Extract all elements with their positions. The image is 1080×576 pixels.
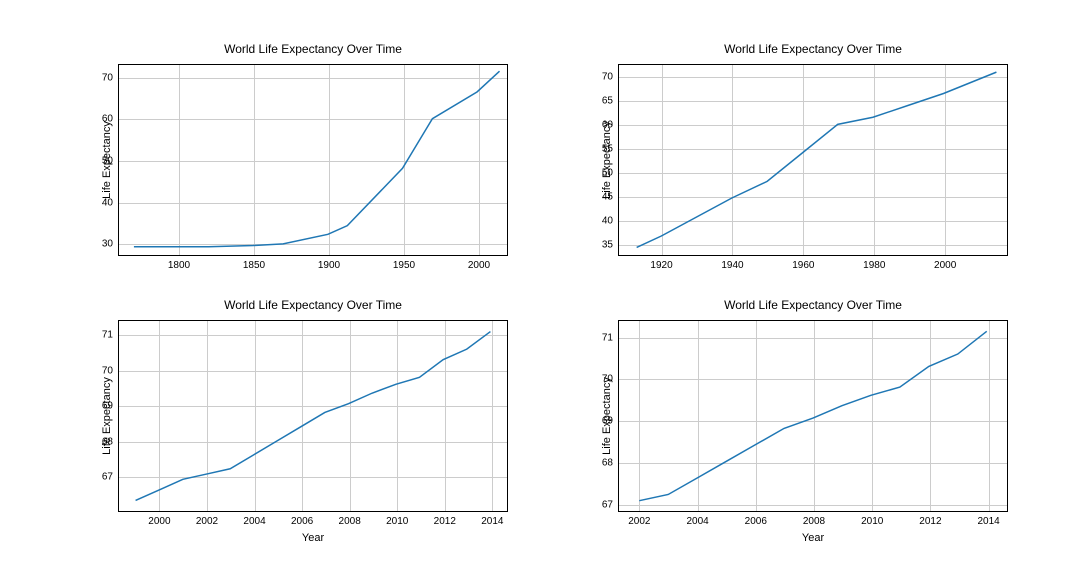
- x-tick-label: 2006: [291, 516, 313, 527]
- y-axis-label: Life Expectancy: [601, 121, 613, 199]
- x-tick-label: 2008: [339, 516, 361, 527]
- x-tick-label: 1900: [318, 260, 340, 271]
- chart-title: World Life Expectancy Over Time: [618, 298, 1008, 312]
- x-tick-label: 2002: [196, 516, 218, 527]
- line-series: [119, 321, 507, 511]
- y-tick-label: 60: [602, 120, 613, 131]
- y-tick-label: 55: [602, 144, 613, 155]
- x-tick-label: 2000: [468, 260, 490, 271]
- y-tick-label: 35: [602, 240, 613, 251]
- y-tick-label: 69: [102, 401, 113, 412]
- x-tick-label: 1920: [650, 260, 672, 271]
- x-tick-label: 2012: [919, 516, 941, 527]
- y-tick-label: 45: [602, 192, 613, 203]
- y-tick-label: 70: [102, 365, 113, 376]
- y-tick-label: 65: [602, 96, 613, 107]
- x-tick-label: 1800: [168, 260, 190, 271]
- y-tick-label: 70: [602, 72, 613, 83]
- x-tick-label: 2000: [934, 260, 956, 271]
- chart-title: World Life Expectancy Over Time: [118, 298, 508, 312]
- x-tick-label: 2004: [243, 516, 265, 527]
- chart-title: World Life Expectancy Over Time: [118, 42, 508, 56]
- x-tick-label: 2010: [386, 516, 408, 527]
- figure: World Life Expectancy Over Time Life Exp…: [0, 0, 1080, 576]
- subplot-bottom-right: World Life Expectancy Over Time Life Exp…: [618, 320, 1008, 512]
- y-tick-label: 70: [102, 72, 113, 83]
- y-tick-label: 50: [102, 156, 113, 167]
- y-tick-label: 71: [102, 330, 113, 341]
- y-tick-label: 68: [102, 436, 113, 447]
- y-tick-label: 70: [602, 374, 613, 385]
- x-tick-label: 1960: [792, 260, 814, 271]
- x-axis-label: Year: [618, 532, 1008, 544]
- y-tick-label: 71: [602, 332, 613, 343]
- y-tick-label: 40: [102, 197, 113, 208]
- x-tick-label: 2014: [978, 516, 1000, 527]
- line-series: [619, 65, 1007, 255]
- x-tick-label: 2006: [745, 516, 767, 527]
- x-tick-label: 2014: [481, 516, 503, 527]
- y-tick-label: 68: [602, 457, 613, 468]
- axes: 192019401960198020003540455055606570: [618, 64, 1008, 256]
- axes: 180018501900195020003040506070: [118, 64, 508, 256]
- x-tick-label: 2000: [148, 516, 170, 527]
- axes: 2000200220042006200820102012201467686970…: [118, 320, 508, 512]
- x-tick-label: 2004: [686, 516, 708, 527]
- line-series: [119, 65, 507, 255]
- x-tick-label: 1980: [863, 260, 885, 271]
- x-tick-label: 1940: [721, 260, 743, 271]
- y-tick-label: 60: [102, 114, 113, 125]
- x-tick-label: 2012: [434, 516, 456, 527]
- y-tick-label: 67: [602, 499, 613, 510]
- subplot-bottom-left: World Life Expectancy Over Time Life Exp…: [118, 320, 508, 512]
- x-tick-label: 2002: [628, 516, 650, 527]
- y-tick-label: 50: [602, 168, 613, 179]
- chart-title: World Life Expectancy Over Time: [618, 42, 1008, 56]
- x-tick-label: 2010: [861, 516, 883, 527]
- x-axis-label: Year: [118, 532, 508, 544]
- line-series: [619, 321, 1007, 511]
- x-tick-label: 1850: [243, 260, 265, 271]
- x-tick-label: 1950: [393, 260, 415, 271]
- y-tick-label: 30: [102, 239, 113, 250]
- y-tick-label: 67: [102, 472, 113, 483]
- axes: 20022004200620082010201220146768697071: [618, 320, 1008, 512]
- y-tick-label: 69: [602, 416, 613, 427]
- x-tick-label: 2008: [803, 516, 825, 527]
- subplot-top-left: World Life Expectancy Over Time Life Exp…: [118, 64, 508, 256]
- subplot-top-right: World Life Expectancy Over Time Life Exp…: [618, 64, 1008, 256]
- y-tick-label: 40: [602, 216, 613, 227]
